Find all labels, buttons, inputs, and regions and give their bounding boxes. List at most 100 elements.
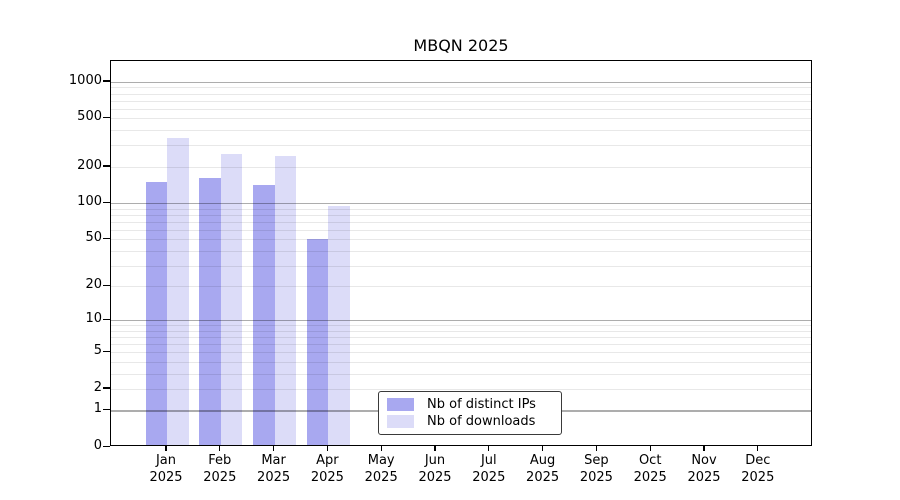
month-name: Mar (261, 453, 286, 468)
month-year: 2025 (741, 470, 775, 485)
y-tick-mark-1 (103, 408, 110, 411)
y-tick-mark-1000 (103, 80, 110, 82)
month-year: 2025 (633, 470, 667, 485)
gridline-y-60 (111, 229, 811, 231)
x-tick-label-apr: Apr 2025 (295, 452, 359, 486)
x-tick-label-may: May 2025 (349, 452, 413, 486)
gridline-y-400 (111, 130, 811, 132)
month-name: Dec (745, 453, 771, 468)
x-tick-label-aug: Aug 2025 (511, 452, 575, 486)
y-tick-mark-0 (103, 445, 110, 447)
y-tick-mark-2 (103, 387, 110, 389)
bar-feb-downloads (220, 153, 243, 445)
x-tick-mark-mar (272, 446, 275, 451)
x-tick-label-feb: Feb 2025 (188, 452, 252, 486)
x-tick-label-dec: Dec 2025 (726, 452, 790, 486)
y-tick-label-10: 10 (85, 311, 102, 327)
x-tick-label-jul: Jul 2025 (457, 452, 521, 486)
month-name: Feb (208, 453, 232, 468)
x-tick-mark-feb (219, 446, 221, 451)
bar-apr-downloads (328, 205, 350, 445)
bar-apr-distinct-ips (306, 239, 329, 445)
y-tick-label-1000: 1000 (68, 72, 102, 88)
month-year: 2025 (687, 470, 721, 485)
gridline-y-50 (111, 239, 811, 241)
month-year: 2025 (257, 470, 291, 485)
x-tick-mark-jul (488, 446, 490, 451)
gridline-y-9 (111, 325, 811, 327)
gridline-y-7 (111, 337, 811, 339)
month-name: May (367, 453, 395, 468)
gridline-y-500 (111, 118, 811, 120)
gridline-y-90 (111, 208, 811, 210)
month-name: Nov (691, 453, 717, 468)
month-year: 2025 (203, 470, 237, 485)
legend-swatch-distinct-ips (387, 397, 414, 411)
bar-jan-downloads (167, 138, 189, 445)
bar-mar-distinct-ips (253, 185, 275, 445)
y-tick-mark-50 (103, 237, 110, 240)
gridline-y-70 (111, 221, 811, 223)
gridline-y-40 (111, 250, 811, 252)
month-name: Jan (155, 453, 177, 468)
x-tick-label-oct: Oct 2025 (618, 452, 682, 486)
month-year: 2025 (310, 470, 344, 485)
y-tick-mark-100 (103, 201, 110, 203)
legend-swatch-downloads (387, 415, 414, 429)
gridline-y-5 (111, 352, 811, 354)
y-tick-mark-10 (103, 318, 110, 321)
gridline-y-10 (111, 320, 811, 322)
x-tick-label-nov: Nov 2025 (672, 452, 736, 486)
x-tick-label-jan: Jan 2025 (134, 452, 198, 486)
gridline-y-6 (111, 344, 811, 346)
gridline-y-80 (111, 214, 811, 216)
gridline-y-2 (111, 388, 811, 390)
gridline-y-3 (111, 373, 811, 375)
month-year: 2025 (579, 470, 613, 485)
legend-item-downloads: Nb of downloads (385, 414, 555, 429)
y-tick-label-100: 100 (77, 194, 102, 210)
month-year: 2025 (418, 470, 452, 485)
month-year: 2025 (526, 470, 560, 485)
gridline-y-300 (111, 145, 811, 147)
gridline-y-30 (111, 265, 811, 267)
legend-label: Nb of distinct IPs (427, 396, 536, 412)
month-name: Oct (638, 453, 662, 468)
month-year: 2025 (472, 470, 506, 485)
month-name: Jun (424, 453, 446, 468)
y-tick-mark-500 (103, 116, 110, 119)
y-tick-label-1: 1 (93, 401, 102, 417)
month-year: 2025 (364, 470, 398, 485)
legend-item-distinct-ips: Nb of distinct IPs (385, 397, 555, 412)
bar-mar-downloads (274, 156, 297, 445)
x-tick-mark-may (380, 446, 382, 451)
gridline-y-20 (111, 286, 811, 288)
y-tick-mark-20 (103, 284, 110, 286)
gridline-y-200 (111, 166, 811, 168)
y-tick-mark-200 (103, 165, 110, 167)
gridline-y-900 (111, 87, 811, 89)
bar-jan-distinct-ips (145, 181, 167, 445)
x-tick-label-mar: Mar 2025 (242, 452, 306, 486)
gridline-y-100 (111, 203, 811, 205)
gridline-y-800 (111, 93, 811, 95)
y-tick-mark-5 (103, 350, 110, 353)
gridline-y-700 (111, 100, 811, 102)
month-name: Jul (480, 453, 497, 468)
gridline-y-1000 (111, 81, 811, 84)
legend-label: Nb of downloads (427, 414, 536, 430)
x-tick-mark-dec (757, 446, 759, 451)
y-tick-label-0: 0 (93, 438, 102, 453)
x-tick-mark-sep (595, 446, 598, 451)
y-tick-label-500: 500 (77, 109, 102, 125)
gridline-y-4 (111, 361, 811, 363)
y-tick-label-5: 5 (93, 343, 102, 359)
month-name: Aug (529, 453, 556, 468)
x-tick-mark-jan (165, 446, 167, 451)
x-tick-mark-oct (649, 446, 651, 451)
x-tick-mark-apr (326, 446, 329, 451)
x-tick-label-sep: Sep 2025 (564, 452, 628, 486)
gridline-y-8 (111, 330, 811, 332)
legend: Nb of distinct IPs Nb of downloads (378, 391, 562, 435)
